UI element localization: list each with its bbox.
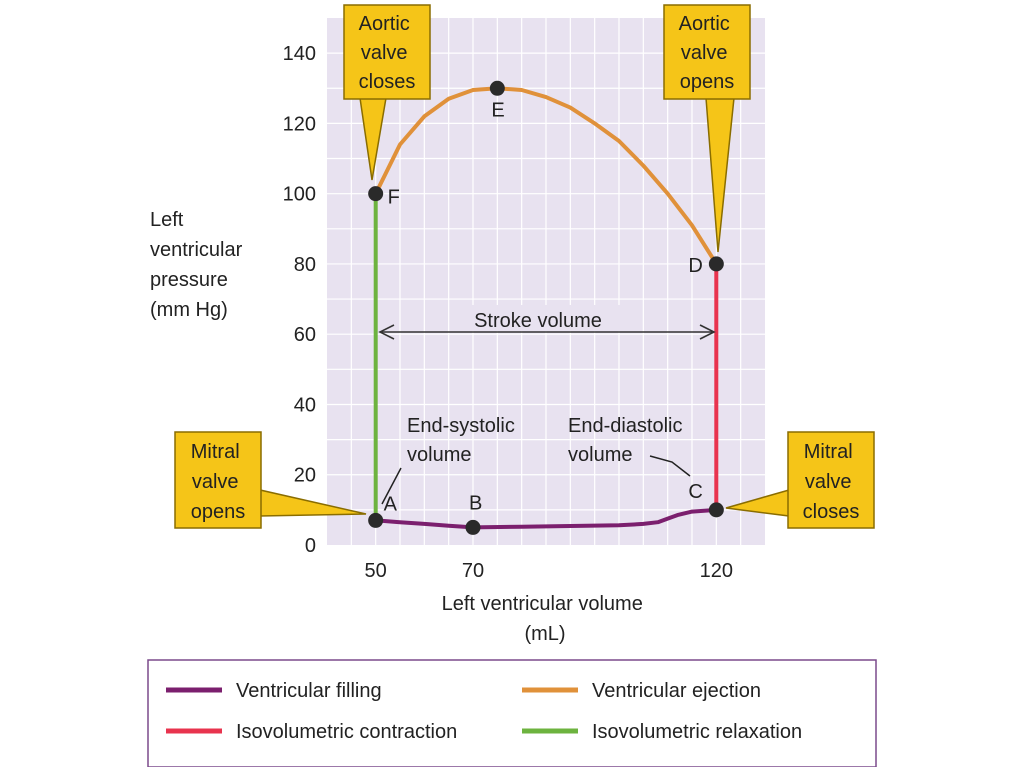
point-label-b: B <box>469 492 482 514</box>
point-a <box>368 512 384 528</box>
point-label-f: F <box>388 187 400 209</box>
callout-line: opens <box>191 501 246 523</box>
end-systolic-annotation: End-systolic volume <box>381 415 520 505</box>
svg-text:Aortic valve c: Aortic valve closes <box>359 13 416 93</box>
callout-line: valve <box>805 471 852 493</box>
y-tick-label: 140 <box>283 43 316 65</box>
loop-points: A B C D E F <box>368 80 724 535</box>
callout-line: closes <box>803 501 860 523</box>
y-tick-label: 20 <box>294 465 316 487</box>
callout-line: valve <box>681 42 728 64</box>
callout-line: valve <box>192 471 239 493</box>
point-label-c: C <box>688 481 702 503</box>
y-axis-label: Left ventricular pressure (mm Hg) <box>150 209 248 321</box>
svg-text:End-diastolic volume: End-diastolic volume <box>568 415 688 466</box>
callout-aortic-valve-opens: Aortic valve opens <box>663 4 751 253</box>
stroke-volume-arrow: Stroke volume <box>378 305 716 340</box>
svg-text:Mitral valve c: Mitral valve closes <box>803 441 860 523</box>
callout-line: closes <box>359 71 416 93</box>
callout-line: Mitral <box>191 441 240 463</box>
svg-text:Aortic valve o: Aortic valve opens <box>679 13 736 93</box>
legend-item-isovolumetric-relaxation: Isovolumetric relaxation <box>522 721 802 743</box>
y-tick-label: 40 <box>294 394 316 416</box>
stroke-volume-label: Stroke volume <box>474 310 602 332</box>
x-label-line: (mL) <box>524 623 565 645</box>
callout-aortic-valve-closes: Aortic valve closes <box>343 4 431 181</box>
x-tick-label: 50 <box>365 560 387 582</box>
svg-text:End-systolic volume: End-systolic volume <box>407 415 520 466</box>
point-label-a: A <box>384 493 398 515</box>
y-label-line: ventricular <box>150 239 243 261</box>
x-axis-ticks: 50 70 120 <box>365 560 733 582</box>
loop-series <box>373 86 719 530</box>
y-tick-label: 100 <box>283 184 316 206</box>
point-e <box>489 80 505 96</box>
series-line-ventricular-ejection <box>373 86 719 266</box>
point-f <box>368 186 384 202</box>
point-label-d: D <box>688 255 702 277</box>
point-d <box>708 256 724 272</box>
point-label-e: E <box>491 99 504 121</box>
valve-callouts: Aortic valve closes Aortic valve opens M… <box>174 4 875 529</box>
point-b <box>465 519 481 535</box>
y-label-line: Left <box>150 209 184 231</box>
legend-box <box>147 659 877 767</box>
y-tick-label: 120 <box>283 113 316 135</box>
callout-line: Aortic <box>359 13 410 35</box>
end-diastolic-line: volume <box>568 444 632 466</box>
series-line-ventricular-filling <box>373 507 719 530</box>
legend-label: Isovolumetric relaxation <box>592 721 802 743</box>
y-label-line: pressure <box>150 269 228 291</box>
legend-label: Isovolumetric contraction <box>236 721 457 743</box>
y-tick-label: 60 <box>294 324 316 346</box>
end-diastolic-annotation: End-diastolic volume <box>568 415 691 477</box>
legend-item-isovolumetric-contraction: Isovolumetric contraction <box>166 721 457 743</box>
legend-item-ventricular-filling: Ventricular filling <box>166 680 382 702</box>
callout-line: Mitral <box>804 441 853 463</box>
y-tick-label: 0 <box>305 535 316 557</box>
x-label-line: Left ventricular volume <box>442 593 643 615</box>
y-tick-label: 80 <box>294 254 316 276</box>
x-tick-label: 120 <box>700 560 733 582</box>
legend: Ventricular filling Ventricular ejection… <box>147 659 877 767</box>
x-tick-label: 70 <box>462 560 484 582</box>
end-systolic-line: volume <box>407 444 471 466</box>
end-diastolic-line: End-diastolic <box>568 415 683 437</box>
callout-mitral-valve-opens: Mitral valve opens <box>174 431 367 529</box>
svg-text:Mitral valve o: Mitral valve opens <box>191 441 246 523</box>
y-axis-ticks: 0 20 40 60 80 100 120 140 <box>283 43 316 557</box>
legend-label: Ventricular filling <box>236 680 382 702</box>
callout-mitral-valve-closes: Mitral valve closes <box>725 431 875 529</box>
legend-label: Ventricular ejection <box>592 680 761 702</box>
callout-line: Aortic <box>679 13 730 35</box>
x-axis-label: Left ventricular volume (mL) <box>442 593 649 645</box>
legend-item-ventricular-ejection: Ventricular ejection <box>522 680 761 702</box>
callout-line: valve <box>361 42 408 64</box>
point-c <box>708 502 724 518</box>
end-systolic-line: End-systolic <box>407 415 515 437</box>
callout-line: opens <box>680 71 735 93</box>
y-label-line: (mm Hg) <box>150 299 228 321</box>
